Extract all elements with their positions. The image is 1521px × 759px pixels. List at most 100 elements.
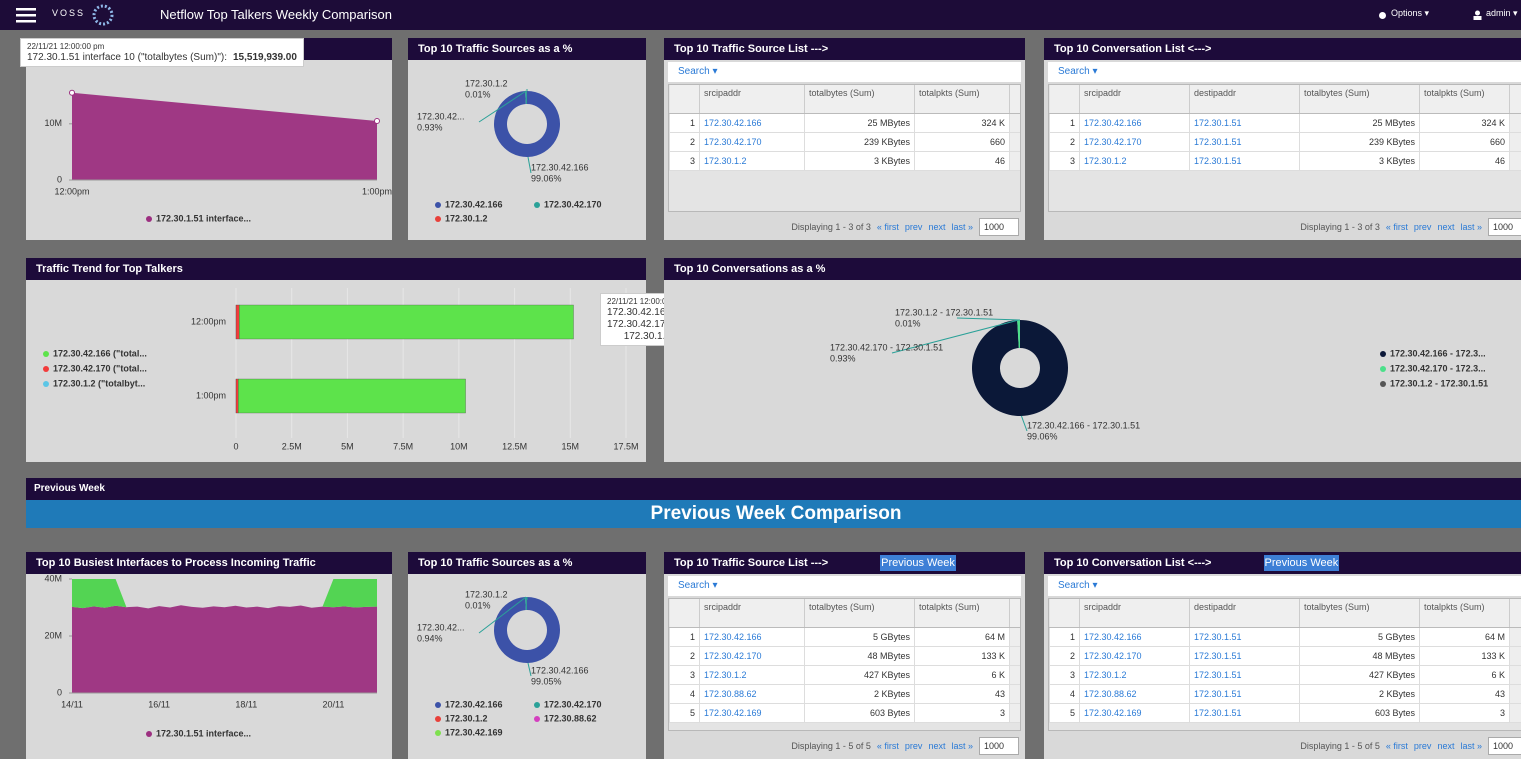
x-tick-label: 12.5M — [502, 441, 527, 451]
table-cell: 3 KBytes — [1299, 151, 1420, 171]
ip-link[interactable]: 172.30.1.51 — [1189, 684, 1300, 704]
legend-marker — [435, 716, 441, 722]
pager: Displaying 1 - 5 of 5 « first prev next last… — [791, 737, 1019, 755]
ip-link[interactable]: 172.30.1.2 — [1079, 665, 1190, 685]
pager-link[interactable]: next — [928, 741, 946, 751]
ip-link[interactable]: 172.30.42.169 — [699, 703, 805, 723]
ip-link[interactable]: 172.30.1.51 — [1189, 132, 1300, 152]
legend-label: 172.30.42.170 — [544, 199, 602, 209]
ip-link[interactable]: 172.30.42.166 — [699, 113, 805, 133]
column-header[interactable]: totalpkts (Sum) — [914, 85, 1010, 114]
ip-link[interactable]: 172.30.42.166 — [699, 627, 805, 647]
ip-link[interactable]: 172.30.42.166 — [1079, 113, 1190, 133]
pager-link[interactable]: last » — [1460, 741, 1482, 751]
pager-link[interactable]: next — [1437, 222, 1455, 232]
pager-link[interactable]: last » — [951, 741, 973, 751]
search-button[interactable]: Search ▾ — [678, 66, 718, 77]
legend-marker — [534, 702, 540, 708]
column-header[interactable]: totalpkts (Sum) — [914, 599, 1010, 628]
y-tick-label: 0 — [57, 687, 62, 697]
column-header[interactable]: srcipaddr — [1079, 85, 1190, 114]
ip-link[interactable]: 172.30.1.51 — [1189, 665, 1300, 685]
ip-link[interactable]: 172.30.1.51 — [1189, 151, 1300, 171]
callout-label: 172.30.42.166 - 172.30.1.51 — [1027, 420, 1140, 430]
column-header[interactable]: destipaddr — [1189, 599, 1300, 628]
x-tick-label: 17.5M — [613, 441, 638, 451]
page-size-select[interactable]: 1000 — [1487, 218, 1521, 236]
callout-value: 99.06% — [531, 173, 562, 183]
pager-link[interactable]: « first — [1385, 222, 1408, 232]
table-row: 1 172.30.42.166 25 MBytes 324 K — [669, 113, 1020, 133]
panel-body: 0 20M 40M 14/11 16/11 18/11 20/11 172.30.1.51 i… — [26, 574, 392, 759]
legend-label: 172.30.42.170 - 172.3... — [1390, 363, 1486, 373]
page-size-select[interactable]: 1000 — [978, 737, 1019, 755]
ip-link[interactable]: 172.30.1.51 — [1189, 646, 1300, 666]
column-header[interactable]: totalbytes (Sum) — [804, 599, 915, 628]
column-header[interactable]: totalbytes (Sum) — [1299, 85, 1420, 114]
scroll-cell — [1009, 703, 1020, 723]
ip-link[interactable]: 172.30.1.2 — [699, 665, 805, 685]
pager-link[interactable]: prev — [904, 222, 923, 232]
panel: Top 10 Conversation List <---> Previous W… — [1044, 552, 1521, 759]
column-header[interactable]: srcipaddr — [699, 85, 805, 114]
ip-link[interactable]: 172.30.42.170 — [699, 646, 805, 666]
column-header[interactable]: srcipaddr — [1079, 599, 1190, 628]
pager-link[interactable]: prev — [904, 741, 923, 751]
y-tick-label: 20M — [44, 630, 62, 640]
column-header[interactable]: totalbytes (Sum) — [1299, 599, 1420, 628]
search-button[interactable]: Search ▾ — [1058, 66, 1098, 77]
search-button[interactable]: Search ▾ — [678, 580, 718, 591]
callout-line — [956, 317, 1021, 321]
page-size-select[interactable]: 1000 — [978, 218, 1019, 236]
ip-link[interactable]: 172.30.1.2 — [1079, 151, 1190, 171]
area — [72, 92, 377, 180]
page-size-select[interactable]: 1000 — [1487, 737, 1521, 755]
pager-link[interactable]: prev — [1413, 222, 1432, 232]
options-menu[interactable]: Options ▾ — [1391, 8, 1430, 18]
legend-label: 172.30.42.166 ("total... — [53, 348, 147, 358]
pager-link[interactable]: « first — [876, 741, 899, 751]
menu-icon[interactable] — [16, 7, 36, 23]
pager-link[interactable]: next — [1437, 741, 1455, 751]
ip-link[interactable]: 172.30.1.51 — [1189, 113, 1300, 133]
ip-link[interactable]: 172.30.42.166 — [1079, 627, 1190, 647]
scroll-cell — [1509, 132, 1521, 152]
table-cell: 25 MBytes — [1299, 113, 1420, 133]
search-button[interactable]: Search ▾ — [1058, 580, 1098, 591]
ip-link[interactable]: 172.30.42.170 — [1079, 132, 1190, 152]
table-head: srcipaddr totalbytes (Sum) totalpkts (Sum) — [669, 599, 1020, 628]
pager-link[interactable]: last » — [1460, 222, 1482, 232]
ip-link[interactable]: 172.30.88.62 — [699, 684, 805, 704]
pager-link[interactable]: « first — [876, 222, 899, 232]
column-header[interactable]: totalpkts (Sum) — [1419, 85, 1510, 114]
ip-link[interactable]: 172.30.1.51 — [1189, 703, 1300, 723]
column-header[interactable]: totalbytes (Sum) — [804, 85, 915, 114]
ip-link[interactable]: 172.30.88.62 — [1079, 684, 1190, 704]
ip-link[interactable]: 172.30.42.170 — [1079, 646, 1190, 666]
legend-marker — [435, 730, 441, 736]
data-table: srcipaddr destipaddr totalbytes (Sum) total… — [1049, 85, 1521, 171]
x-tick-label: 5M — [341, 441, 354, 451]
legend-marker — [1380, 351, 1386, 357]
panel: Top 10 Busiest Interfaces to Process Inc… — [26, 552, 392, 759]
banner: Previous Week Previous Week Comparison — [26, 478, 1521, 532]
pager-link[interactable]: next — [928, 222, 946, 232]
pager-link[interactable]: last » — [951, 222, 973, 232]
ip-link[interactable]: 172.30.42.170 — [699, 132, 805, 152]
scroll-header — [1009, 85, 1020, 114]
panel-title: Top 10 Traffic Source List ---> — [674, 557, 829, 569]
legend-label: 172.30.1.2 — [445, 713, 488, 723]
pager-link[interactable]: « first — [1385, 741, 1408, 751]
panel-tag: Previous Week — [880, 555, 956, 571]
pager-info: Displaying 1 - 3 of 3 — [1300, 222, 1380, 232]
column-header[interactable]: totalpkts (Sum) — [1419, 599, 1510, 628]
user-menu[interactable]: admin ▾ — [1486, 8, 1518, 18]
pager-link[interactable]: prev — [1413, 741, 1432, 751]
ip-link[interactable]: 172.30.42.169 — [1079, 703, 1190, 723]
column-header[interactable]: srcipaddr — [699, 599, 805, 628]
ip-link[interactable]: 172.30.1.2 — [699, 151, 805, 171]
column-header[interactable]: destipaddr — [1189, 85, 1300, 114]
legend-marker — [43, 366, 49, 372]
ip-link[interactable]: 172.30.1.51 — [1189, 627, 1300, 647]
